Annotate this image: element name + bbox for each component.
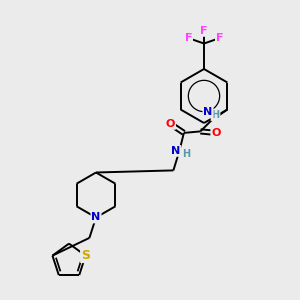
Text: F: F bbox=[200, 26, 208, 36]
Text: S: S bbox=[81, 249, 90, 262]
Text: N: N bbox=[203, 107, 213, 117]
Text: N: N bbox=[171, 146, 180, 156]
Text: O: O bbox=[211, 128, 221, 138]
Text: N: N bbox=[92, 212, 100, 223]
Text: O: O bbox=[166, 119, 175, 129]
Text: F: F bbox=[184, 33, 192, 43]
Text: H: H bbox=[182, 149, 190, 160]
Text: H: H bbox=[212, 110, 220, 120]
Text: F: F bbox=[216, 33, 224, 43]
